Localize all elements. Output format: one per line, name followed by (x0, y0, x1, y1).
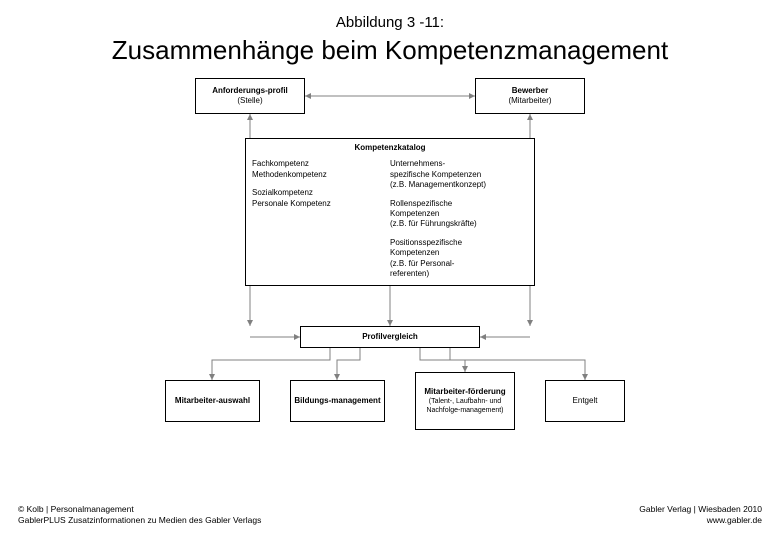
cat-item: Positionsspezifische (390, 238, 528, 248)
cat-item: Fachkompetenz (252, 159, 390, 169)
node-sub: (Mitarbeiter) (479, 96, 581, 106)
footer-source: GablerPLUS Zusatzinformationen zu Medien… (18, 515, 261, 526)
catalog-col-right: Unternehmens- spezifische Kompetenzen (z… (390, 159, 528, 287)
node-title: Profilvergleich (304, 332, 476, 342)
node-mitarbeiterauswahl: Mitarbeiter-auswahl (165, 380, 260, 422)
footer-url: www.gabler.de (639, 515, 762, 526)
node-anforderungsprofil: Anforderungs-profil (Stelle) (195, 78, 305, 114)
footer-right: Gabler Verlag | Wiesbaden 2010 www.gable… (639, 504, 762, 526)
node-bildungsmanagement: Bildungs-management (290, 380, 385, 422)
node-title: Bewerber (479, 86, 581, 96)
footer-left: © Kolb | Personalmanagement GablerPLUS Z… (18, 504, 261, 526)
figure-title: Zusammenhänge beim Kompetenzmanagement (0, 31, 780, 66)
diagram-canvas: Anforderungs-profil (Stelle) Bewerber (M… (130, 78, 650, 458)
node-bewerber: Bewerber (Mitarbeiter) (475, 78, 585, 114)
cat-item: Unternehmens- (390, 159, 528, 169)
catalog-title: Kompetenzkatalog (252, 143, 528, 153)
node-sub: (Talent-, Laufbahn- und Nachfolge-manage… (419, 397, 511, 415)
catalog-col-left: Fachkompetenz Methodenkompetenz Sozialko… (252, 159, 390, 287)
cat-item: Rollenspezifische (390, 199, 528, 209)
node-title: Mitarbeiter-förderung (419, 387, 511, 397)
cat-item: spezifische Kompetenzen (390, 170, 528, 180)
cat-item: (z.B. für Führungskräfte) (390, 219, 528, 229)
cat-item: Methodenkompetenz (252, 170, 390, 180)
cat-item: Kompetenzen (390, 209, 528, 219)
cat-item: (z.B. für Personal- (390, 259, 528, 269)
cat-item: Sozialkompetenz (252, 188, 390, 198)
cat-item: referenten) (390, 269, 528, 279)
cat-item: (z.B. Managementkonzept) (390, 180, 528, 190)
node-mitarbeiterfoerderung: Mitarbeiter-förderung (Talent-, Laufbahn… (415, 372, 515, 430)
figure-number: Abbildung 3 -11: (0, 0, 780, 31)
footer-copyright: © Kolb | Personalmanagement (18, 504, 261, 515)
node-kompetenzkatalog: Kompetenzkatalog Fachkompetenz Methodenk… (245, 138, 535, 286)
node-entgelt: Entgelt (545, 380, 625, 422)
node-title: Mitarbeiter-auswahl (169, 396, 256, 406)
cat-item: Personale Kompetenz (252, 199, 390, 209)
footer: © Kolb | Personalmanagement GablerPLUS Z… (18, 504, 762, 526)
node-title: Anforderungs-profil (199, 86, 301, 96)
node-title: Bildungs-management (294, 396, 381, 406)
footer-publisher: Gabler Verlag | Wiesbaden 2010 (639, 504, 762, 515)
cat-item: Kompetenzen (390, 248, 528, 258)
node-profilvergleich: Profilvergleich (300, 326, 480, 348)
node-title: Entgelt (549, 396, 621, 406)
node-sub: (Stelle) (199, 96, 301, 106)
